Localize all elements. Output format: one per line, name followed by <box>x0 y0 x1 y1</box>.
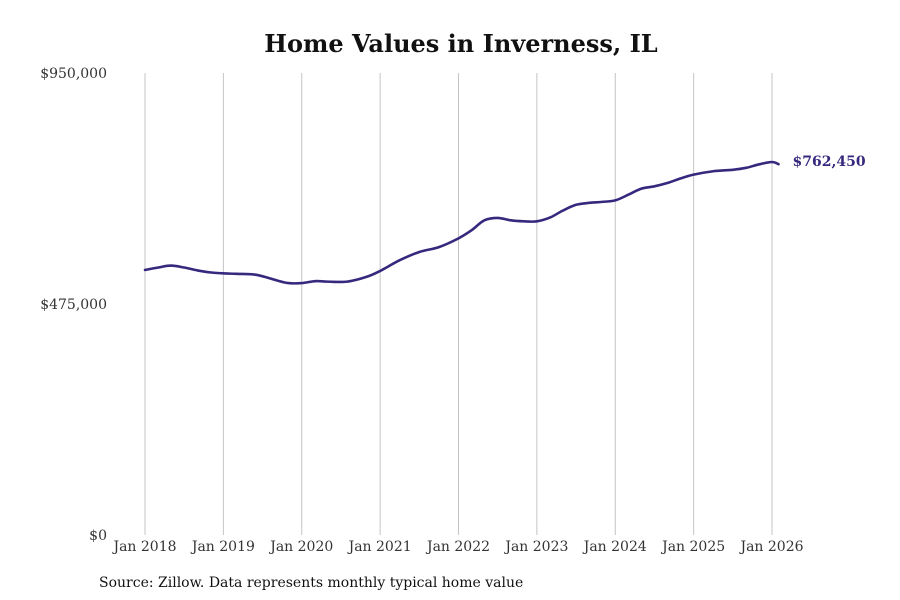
y-tick-label: $950,000 <box>40 66 107 82</box>
grid-lines <box>144 73 773 535</box>
series-end-value-label: $762,450 <box>793 154 866 170</box>
series-line <box>143 160 780 285</box>
x-tick-label: Jan 2023 <box>503 539 568 555</box>
chart-title: Home Values in Inverness, IL <box>264 29 658 58</box>
x-tick-label: Jan 2020 <box>268 539 333 555</box>
x-tick-label: Jan 2018 <box>111 539 176 555</box>
y-axis-ticks: $0 $475,000 $950,000 <box>40 66 107 544</box>
x-tick-label: Jan 2026 <box>738 539 803 555</box>
x-tick-label: Jan 2021 <box>347 539 412 555</box>
source-note: Source: Zillow. Data represents monthly … <box>99 575 523 591</box>
x-tick-label: Jan 2024 <box>582 539 647 555</box>
x-tick-label: Jan 2019 <box>190 539 255 555</box>
y-tick-label: $475,000 <box>40 297 107 313</box>
x-tick-label: Jan 2025 <box>660 539 725 555</box>
series-layer: $762,450 <box>143 154 866 285</box>
x-tick-label: Jan 2022 <box>425 539 490 555</box>
x-axis-ticks: Jan 2018 Jan 2019 Jan 2020 Jan 2021 Jan 2022… <box>111 539 803 555</box>
y-tick-label: $0 <box>89 528 107 544</box>
